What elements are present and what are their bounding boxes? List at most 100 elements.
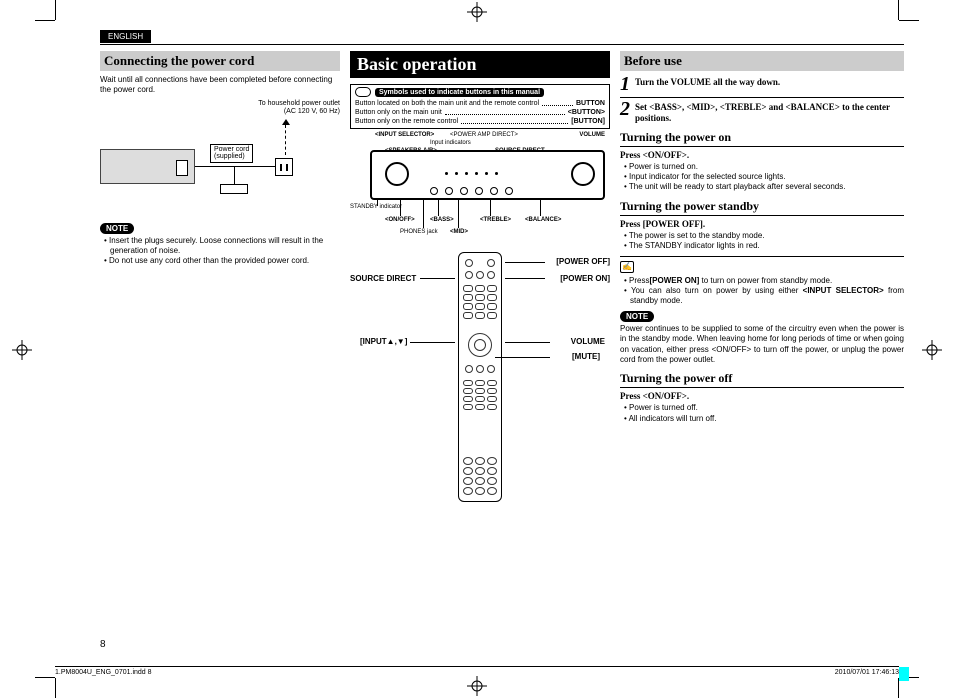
label: <INPUT SELECTOR> [375,132,434,138]
cord-line [195,166,275,167]
language-tab: ENGLISH [100,30,151,43]
heading-connecting: Connecting the power cord [100,51,340,71]
note-bullets: Insert the plugs securely. Loose connect… [100,236,340,267]
crop-mark [55,678,56,698]
symbol-desc: Button only on the remote control [355,118,458,125]
bullet: Input indicator for the selected source … [624,172,904,182]
label: PHONES jack [400,229,438,235]
step-number: 1 [620,75,630,93]
bullet: Power is turned off. [624,403,904,413]
small-knob [445,187,453,195]
bullet: Press[POWER ON] to turn on power from st… [624,276,904,286]
heading-power-on: Turning the power on [620,130,904,147]
press-line: Press <ON/OFF>. [620,391,904,401]
reg-mark-bottom [467,676,487,696]
small-knob [460,187,468,195]
knob-input [385,162,409,186]
step-text: Set <BASS>, <MID>, <TREBLE> and <BALANCE… [635,100,904,124]
bullet: Do not use any cord other than the provi… [104,256,340,266]
step-1: 1 Turn the VOLUME all the way down. [620,75,904,93]
step-2: 2 Set <BASS>, <MID>, <TREBLE> and <BALAN… [620,100,904,124]
plug-icon [220,184,248,194]
column-2: Basic operation Symbols used to indicate… [350,51,610,512]
reg-mark-top [467,2,487,22]
remote-outline [458,252,502,502]
intro-text: Wait until all connections have been com… [100,75,340,96]
reg-mark-left [12,340,32,360]
outlet-icon [275,158,293,176]
small-knob [505,187,513,195]
small-knob [430,187,438,195]
top-rule [100,44,904,45]
power-off-bullets: Power is turned off. All indicators will… [620,403,904,424]
dot [485,172,488,175]
crop-mark [55,0,56,20]
lead-line [234,166,235,184]
label: SOURCE DIRECT [350,274,416,283]
label: [MUTE] [572,352,600,361]
press-line: Press <ON/OFF>. [620,150,904,160]
symbol-row: Button only on the main unit <BUTTON> [355,108,605,117]
symbol-lab: <BUTTON> [568,109,605,116]
label: <BALANCE> [525,217,561,223]
symbol-lab: BUTTON [576,100,605,107]
arrow-up-icon [282,119,290,125]
symbol-desc: Button located on both the main unit and… [355,100,539,107]
power-cord-label: Power cord (supplied) [210,144,253,163]
crop-mark [898,678,899,698]
knob-volume [571,162,595,186]
label: <MID> [450,229,468,235]
reg-mark-right [922,340,942,360]
dot [455,172,458,175]
label: [POWER ON] [560,274,610,283]
bullet: Power is turned on. [624,162,904,172]
column-3: Before use 1 Turn the VOLUME all the way… [620,51,904,512]
note-pill: NOTE [620,311,654,322]
crop-mark [35,677,55,678]
symbol-row: Button only on the remote control [BUTTON… [355,117,605,126]
note-pill: NOTE [100,223,134,234]
remote-diagram: [POWER OFF] [POWER ON] SOURCE DIRECT [IN… [350,252,610,512]
step-number: 2 [620,100,630,118]
unit-rear-icon [100,149,195,184]
power-on-bullets: Power is turned on. Input indicator for … [620,162,904,193]
press-line: Press [POWER OFF]. [620,219,904,229]
step-text: Turn the VOLUME all the way down. [635,75,904,88]
symbols-header: Symbols used to indicate buttons in this… [375,88,544,97]
outlet-note: To household power outlet (AC 120 V, 60 … [100,100,340,117]
heading-power-off: Turning the power off [620,371,904,388]
cursor-icon [355,87,371,97]
lead-line [285,125,286,155]
crop-mark [898,0,899,20]
power-cord-diagram: Power cord (supplied) [100,119,340,219]
label: <POWER AMP DIRECT> [450,132,518,138]
symbol-lab: [BUTTON] [571,118,605,125]
front-panel-diagram: <INPUT SELECTOR> <POWER AMP DIRECT> VOLU… [350,132,610,242]
bullet: The unit will be ready to start playback… [624,182,904,192]
label: <TREBLE> [480,217,511,223]
footer-file: 1.PM8004U_ENG_0701.indd 8 [55,669,152,676]
label: [INPUT▲,▼] [360,337,407,346]
label: VOLUME [571,337,605,346]
tip-block: ✍ [620,261,904,273]
dot [465,172,468,175]
crop-mark [899,20,919,21]
bullet: You can also turn on power by using eith… [624,286,904,307]
bullet: The power is set to the standby mode. [624,231,904,241]
footer-timestamp: 2010/07/01 17:46:13 [835,669,899,676]
dot [445,172,448,175]
symbol-desc: Button only on the main unit [355,109,442,116]
heading-standby: Turning the power standby [620,199,904,216]
bullet: Insert the plugs securely. Loose connect… [104,236,340,257]
label: Input indicators [430,140,471,146]
label: VOLUME [579,132,605,138]
page-number: 8 [100,639,106,650]
bullet: All indicators will turn off. [624,414,904,424]
footer: 1.PM8004U_ENG_0701.indd 8 2010/07/01 17:… [55,666,899,676]
heading-basic-operation: Basic operation [350,51,610,78]
standby-bullets: The power is set to the standby mode. Th… [620,231,904,252]
label: <ON/OFF> [385,217,415,223]
small-knob [490,187,498,195]
symbol-row: Button located on both the main unit and… [355,99,605,108]
bullet: The STANDBY indicator lights in red. [624,241,904,251]
